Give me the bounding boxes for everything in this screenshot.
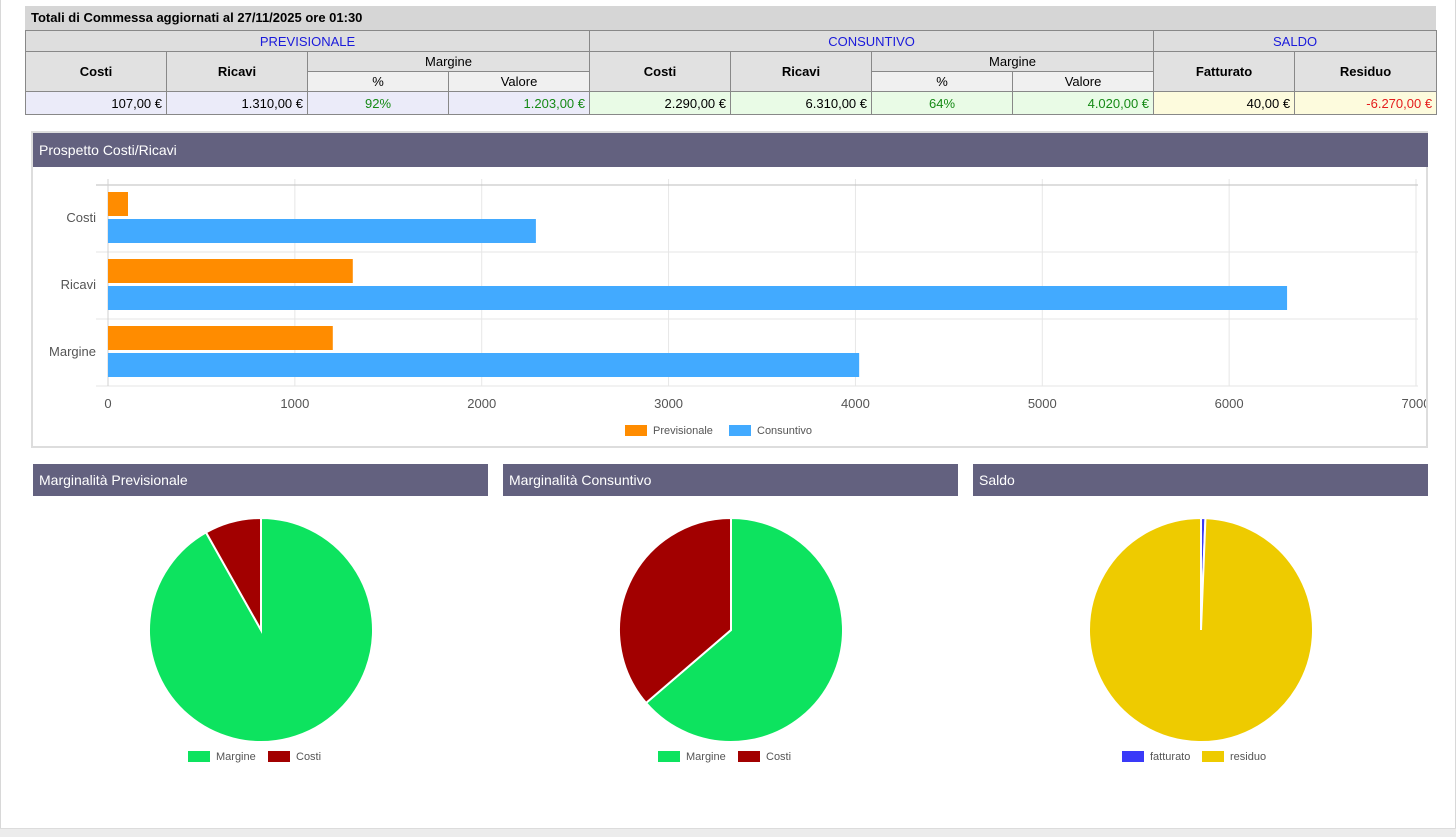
pie-slice-costi [618,516,732,705]
legend-label-margine: Margine [216,751,256,763]
header-prev-ricavi: Ricavi [166,51,308,92]
legend-label-residuo: residuo [1230,751,1266,763]
bar-consuntivo-margine [108,353,860,377]
legend-swatch-costi [268,751,290,762]
pie-prev-title: Marginalità Previsionale [33,464,488,496]
value-prev-pct: 92% [307,91,449,115]
x-tick-label-6000: 6000 [1215,396,1244,411]
section-previsionale: PREVISIONALE [25,30,590,52]
header-prev-margine: Margine [307,51,590,72]
value-fatturato: 40,00 € [1153,91,1296,115]
value-cons-costi: 2.290,00 € [589,91,731,115]
header-cons-ricavi: Ricavi [730,51,872,92]
section-saldo: SALDO [1153,30,1438,52]
header-prev-costi: Costi [25,51,167,92]
bar-consuntivo-ricavi [108,286,1288,310]
bar-previsionale-ricavi [108,259,353,283]
value-cons-valore: 4.020,00 € [1011,91,1155,115]
value-residuo: -6.270,00 € [1294,91,1438,115]
value-prev-valore: 1.203,00 € [448,91,590,115]
legend-swatch-residuo [1202,751,1224,762]
bar-previsionale-costi [108,192,128,216]
header-cons-pct: % [871,71,1013,92]
legend-swatch-previsionale [625,425,647,436]
x-tick-label-4000: 4000 [841,396,870,411]
value-cons-pct: 64% [871,91,1013,115]
x-tick-label-5000: 5000 [1028,396,1057,411]
pie-chart-saldo: fatturato residuo [1088,516,1314,763]
header-residuo: Residuo [1294,51,1438,92]
legend-label-costi: Costi [766,751,791,763]
bar-chart-title: Prospetto Costi/Ricavi [33,133,1428,167]
pie-chart-consuntivo: Margine Costi [618,516,844,763]
legend-label-costi: Costi [296,751,321,763]
legend-label-previsionale: Previsionale [653,425,713,437]
header-prev-valore: Valore [448,71,590,92]
x-tick-label-2000: 2000 [467,396,496,411]
y-tick-label-costi: Costi [66,210,96,225]
totals-title: Totali di Commessa aggiornati al 27/11/2… [25,6,1436,30]
pie-slice-margine [644,516,844,743]
x-tick-label-0: 0 [104,396,111,411]
section-consuntivo: CONSUNTIVO [588,30,1155,52]
pie-cons-title: Marginalità Consuntivo [503,464,958,496]
pie-chart-previsionale: Margine Costi [148,516,374,763]
pie-slice-costi [204,516,262,634]
header-fatturato: Fatturato [1153,51,1296,92]
header-prev-pct: % [307,71,449,92]
legend-swatch-margine [658,751,680,762]
pie-slice-residuo [1088,516,1314,743]
bar-consuntivo-costi [108,219,536,243]
horizontal-scrollbar[interactable] [0,828,1456,837]
legend-swatch-fatturato [1122,751,1144,762]
totals-table: PREVISIONALE CONSUNTIVO SALDO Costi Rica… [25,30,1438,115]
y-tick-label-margine: Margine [49,344,96,359]
header-cons-costi: Costi [589,51,731,92]
y-tick-label-ricavi: Ricavi [61,277,97,292]
x-tick-label-7000: 7000 [1402,396,1426,411]
legend-swatch-costi [738,751,760,762]
value-prev-ricavi: 1.310,00 € [166,91,308,115]
value-cons-ricavi: 6.310,00 € [730,91,872,115]
legend-label-consuntivo: Consuntivo [757,425,812,437]
header-cons-margine: Margine [870,51,1155,72]
legend-label-fatturato: fatturato [1150,751,1190,763]
bar-previsionale-margine [108,326,333,350]
bar-chart: 0 1000 2000 3000 4000 5000 6000 7000 Costi Ricavi… [49,179,1426,437]
pie-saldo-title: Saldo [973,464,1428,496]
bar-chart-panel [31,131,1428,448]
legend-swatch-margine [188,751,210,762]
header-cons-valore: Valore [1011,71,1155,92]
legend-label-margine: Margine [686,751,726,763]
value-prev-costi: 107,00 € [25,91,167,115]
x-tick-label-1000: 1000 [280,396,309,411]
x-tick-label-3000: 3000 [654,396,683,411]
legend-swatch-consuntivo [729,425,751,436]
